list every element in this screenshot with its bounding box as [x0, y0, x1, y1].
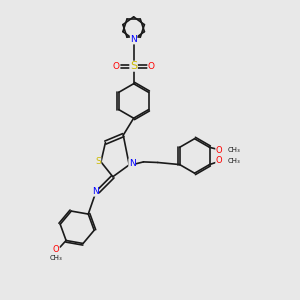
Text: N: N [130, 35, 137, 44]
Text: O: O [52, 245, 59, 254]
Text: N: N [129, 159, 136, 168]
Text: CH₃: CH₃ [227, 158, 240, 164]
Text: O: O [112, 62, 119, 71]
Text: S: S [95, 158, 101, 166]
Text: O: O [216, 157, 222, 166]
Text: O: O [216, 146, 222, 155]
Text: N: N [92, 187, 98, 196]
Text: S: S [130, 61, 137, 71]
Text: O: O [148, 62, 155, 71]
Text: CH₃: CH₃ [227, 147, 240, 153]
Text: CH₃: CH₃ [49, 255, 62, 261]
